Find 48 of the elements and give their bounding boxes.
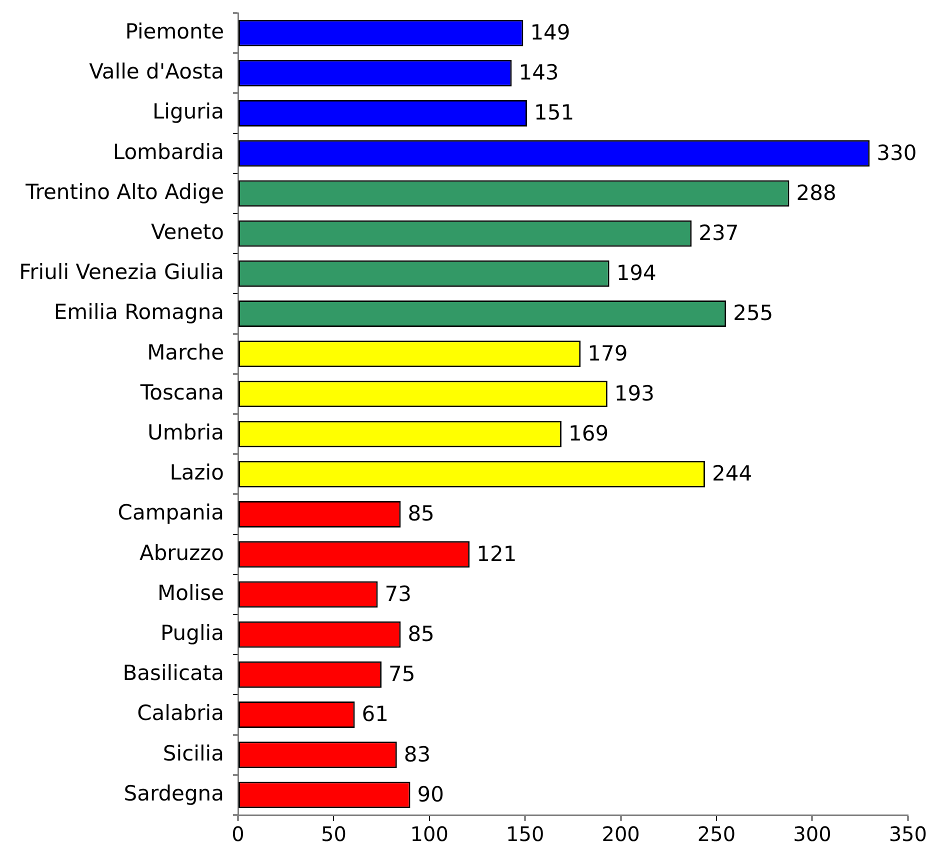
y-tick-label: Marche xyxy=(147,340,224,364)
y-tick-label: Veneto xyxy=(151,220,224,244)
y-tick-label: Umbria xyxy=(148,420,224,445)
y-tick-label: Emilia Romagna xyxy=(54,300,224,324)
y-tick-label: Basilicata xyxy=(122,661,224,686)
y-tick-label: Puglia xyxy=(160,621,224,646)
x-tick-label: 50 xyxy=(320,822,346,846)
data-label: 73 xyxy=(384,582,412,606)
data-label: 237 xyxy=(698,221,739,246)
x-tick-label: 100 xyxy=(410,822,448,846)
y-tick-label: Friuli Venezia Giulia xyxy=(19,260,224,284)
y-tick-label: Abruzzo xyxy=(139,540,224,565)
data-label: 244 xyxy=(712,462,752,486)
data-label: 179 xyxy=(588,341,628,366)
y-tick-label: Lazio xyxy=(170,460,224,485)
y-tick-label: Trentino Alto Adige xyxy=(24,180,224,204)
data-label: 121 xyxy=(476,542,517,566)
y-tick-label: Piemonte xyxy=(125,20,224,44)
data-label: 61 xyxy=(362,702,388,726)
y-tick-label: Campania xyxy=(118,500,224,525)
data-label: 75 xyxy=(388,662,416,686)
y-tick-label: Calabria xyxy=(137,701,224,726)
y-tick-label: Molise xyxy=(158,580,224,605)
data-label: 193 xyxy=(614,381,655,406)
y-tick-label: Valle d'Aosta xyxy=(89,60,224,84)
x-tick-label: 0 xyxy=(232,822,244,846)
y-tick-label: Lombardia xyxy=(112,140,224,164)
x-tick-label: 300 xyxy=(793,822,832,846)
data-label: 194 xyxy=(616,261,656,286)
data-label: 85 xyxy=(408,502,434,526)
y-tick-label: Sardegna xyxy=(124,781,224,806)
data-label: 149 xyxy=(530,20,570,45)
data-label: 83 xyxy=(404,742,431,766)
data-label: 255 xyxy=(733,301,774,326)
data-label: 169 xyxy=(568,422,609,446)
y-tick-label: Toscana xyxy=(139,380,224,404)
x-tick-label: 350 xyxy=(888,822,928,846)
x-tick-label: 200 xyxy=(602,822,640,846)
data-label: 143 xyxy=(518,60,559,85)
y-tick-label: Sicilia xyxy=(162,741,224,766)
data-label: 330 xyxy=(876,140,917,165)
data-label: 85 xyxy=(408,622,434,646)
data-label: 288 xyxy=(796,180,836,205)
data-label: 90 xyxy=(417,782,444,806)
x-tick-label: 250 xyxy=(697,822,736,846)
data-label: 151 xyxy=(534,100,574,125)
x-tick-label: 150 xyxy=(506,822,544,846)
y-tick-label: Liguria xyxy=(152,100,224,124)
